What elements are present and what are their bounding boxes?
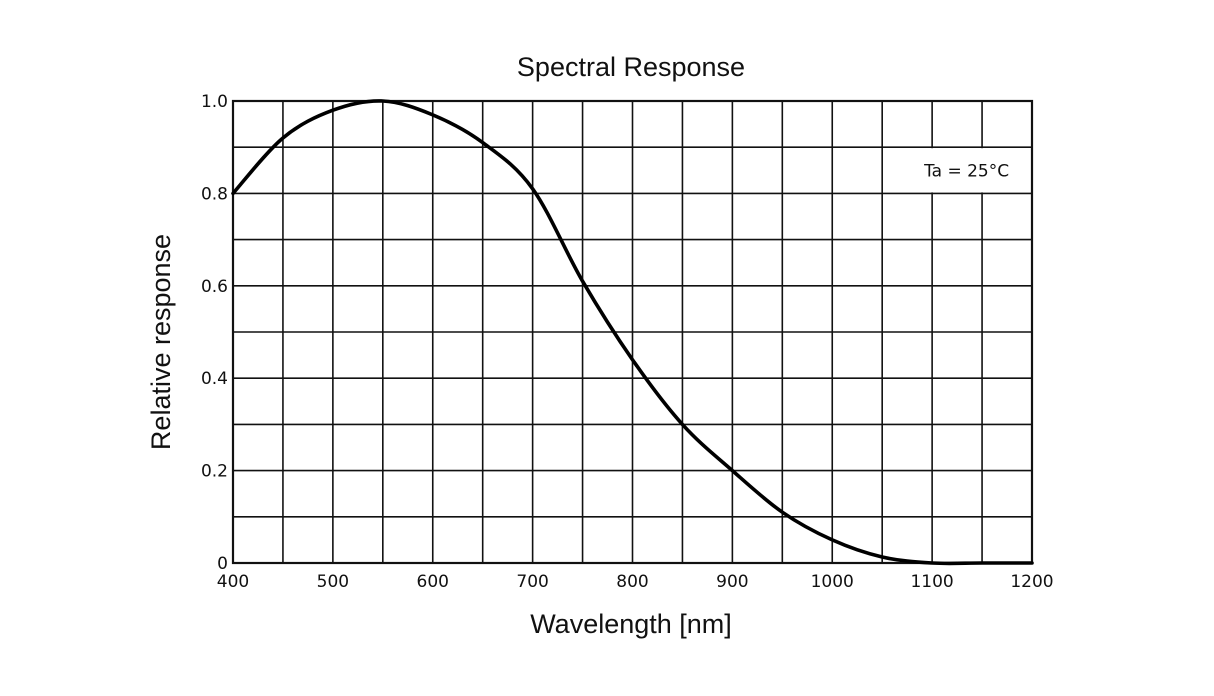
- y-tick-label: 1.0: [201, 92, 228, 112]
- y-tick-labels: 0 0.2 0.4 0.6 0.8 1.0: [201, 92, 228, 574]
- grid-layer: [233, 101, 1032, 563]
- x-tick-label: 1200: [1010, 572, 1053, 592]
- y-tick-label: 0.4: [201, 369, 228, 389]
- y-tick-label: 0.2: [201, 462, 228, 482]
- x-tick-label: 400: [217, 572, 249, 592]
- chart-title: Spectral Response: [517, 52, 745, 82]
- plot-frame: [231, 99, 1034, 565]
- x-tick-label: 1000: [811, 572, 854, 592]
- x-tick-label: 900: [716, 572, 748, 592]
- y-axis-label: Relative response: [146, 234, 176, 450]
- x-tick-label: 500: [317, 572, 349, 592]
- x-tick-label: 1100: [910, 572, 953, 592]
- x-axis-label: Wavelength [nm]: [530, 609, 732, 639]
- response-curve: [231, 99, 1034, 566]
- x-tick-label: 600: [417, 572, 449, 592]
- annotation-box: [883, 148, 1031, 193]
- x-tick-label: 800: [616, 572, 648, 592]
- temperature-annotation: Ta = 25°C: [923, 161, 1009, 181]
- annotation-layer: Ta = 25°C: [883, 148, 1031, 193]
- x-tick-labels: 400 500 600 700 800 900 1000 1100 1200: [217, 572, 1054, 592]
- y-tick-label: 0.6: [201, 277, 228, 297]
- y-tick-label: 0: [217, 554, 228, 574]
- x-tick-label: 700: [516, 572, 548, 592]
- y-tick-label: 0.8: [201, 184, 228, 204]
